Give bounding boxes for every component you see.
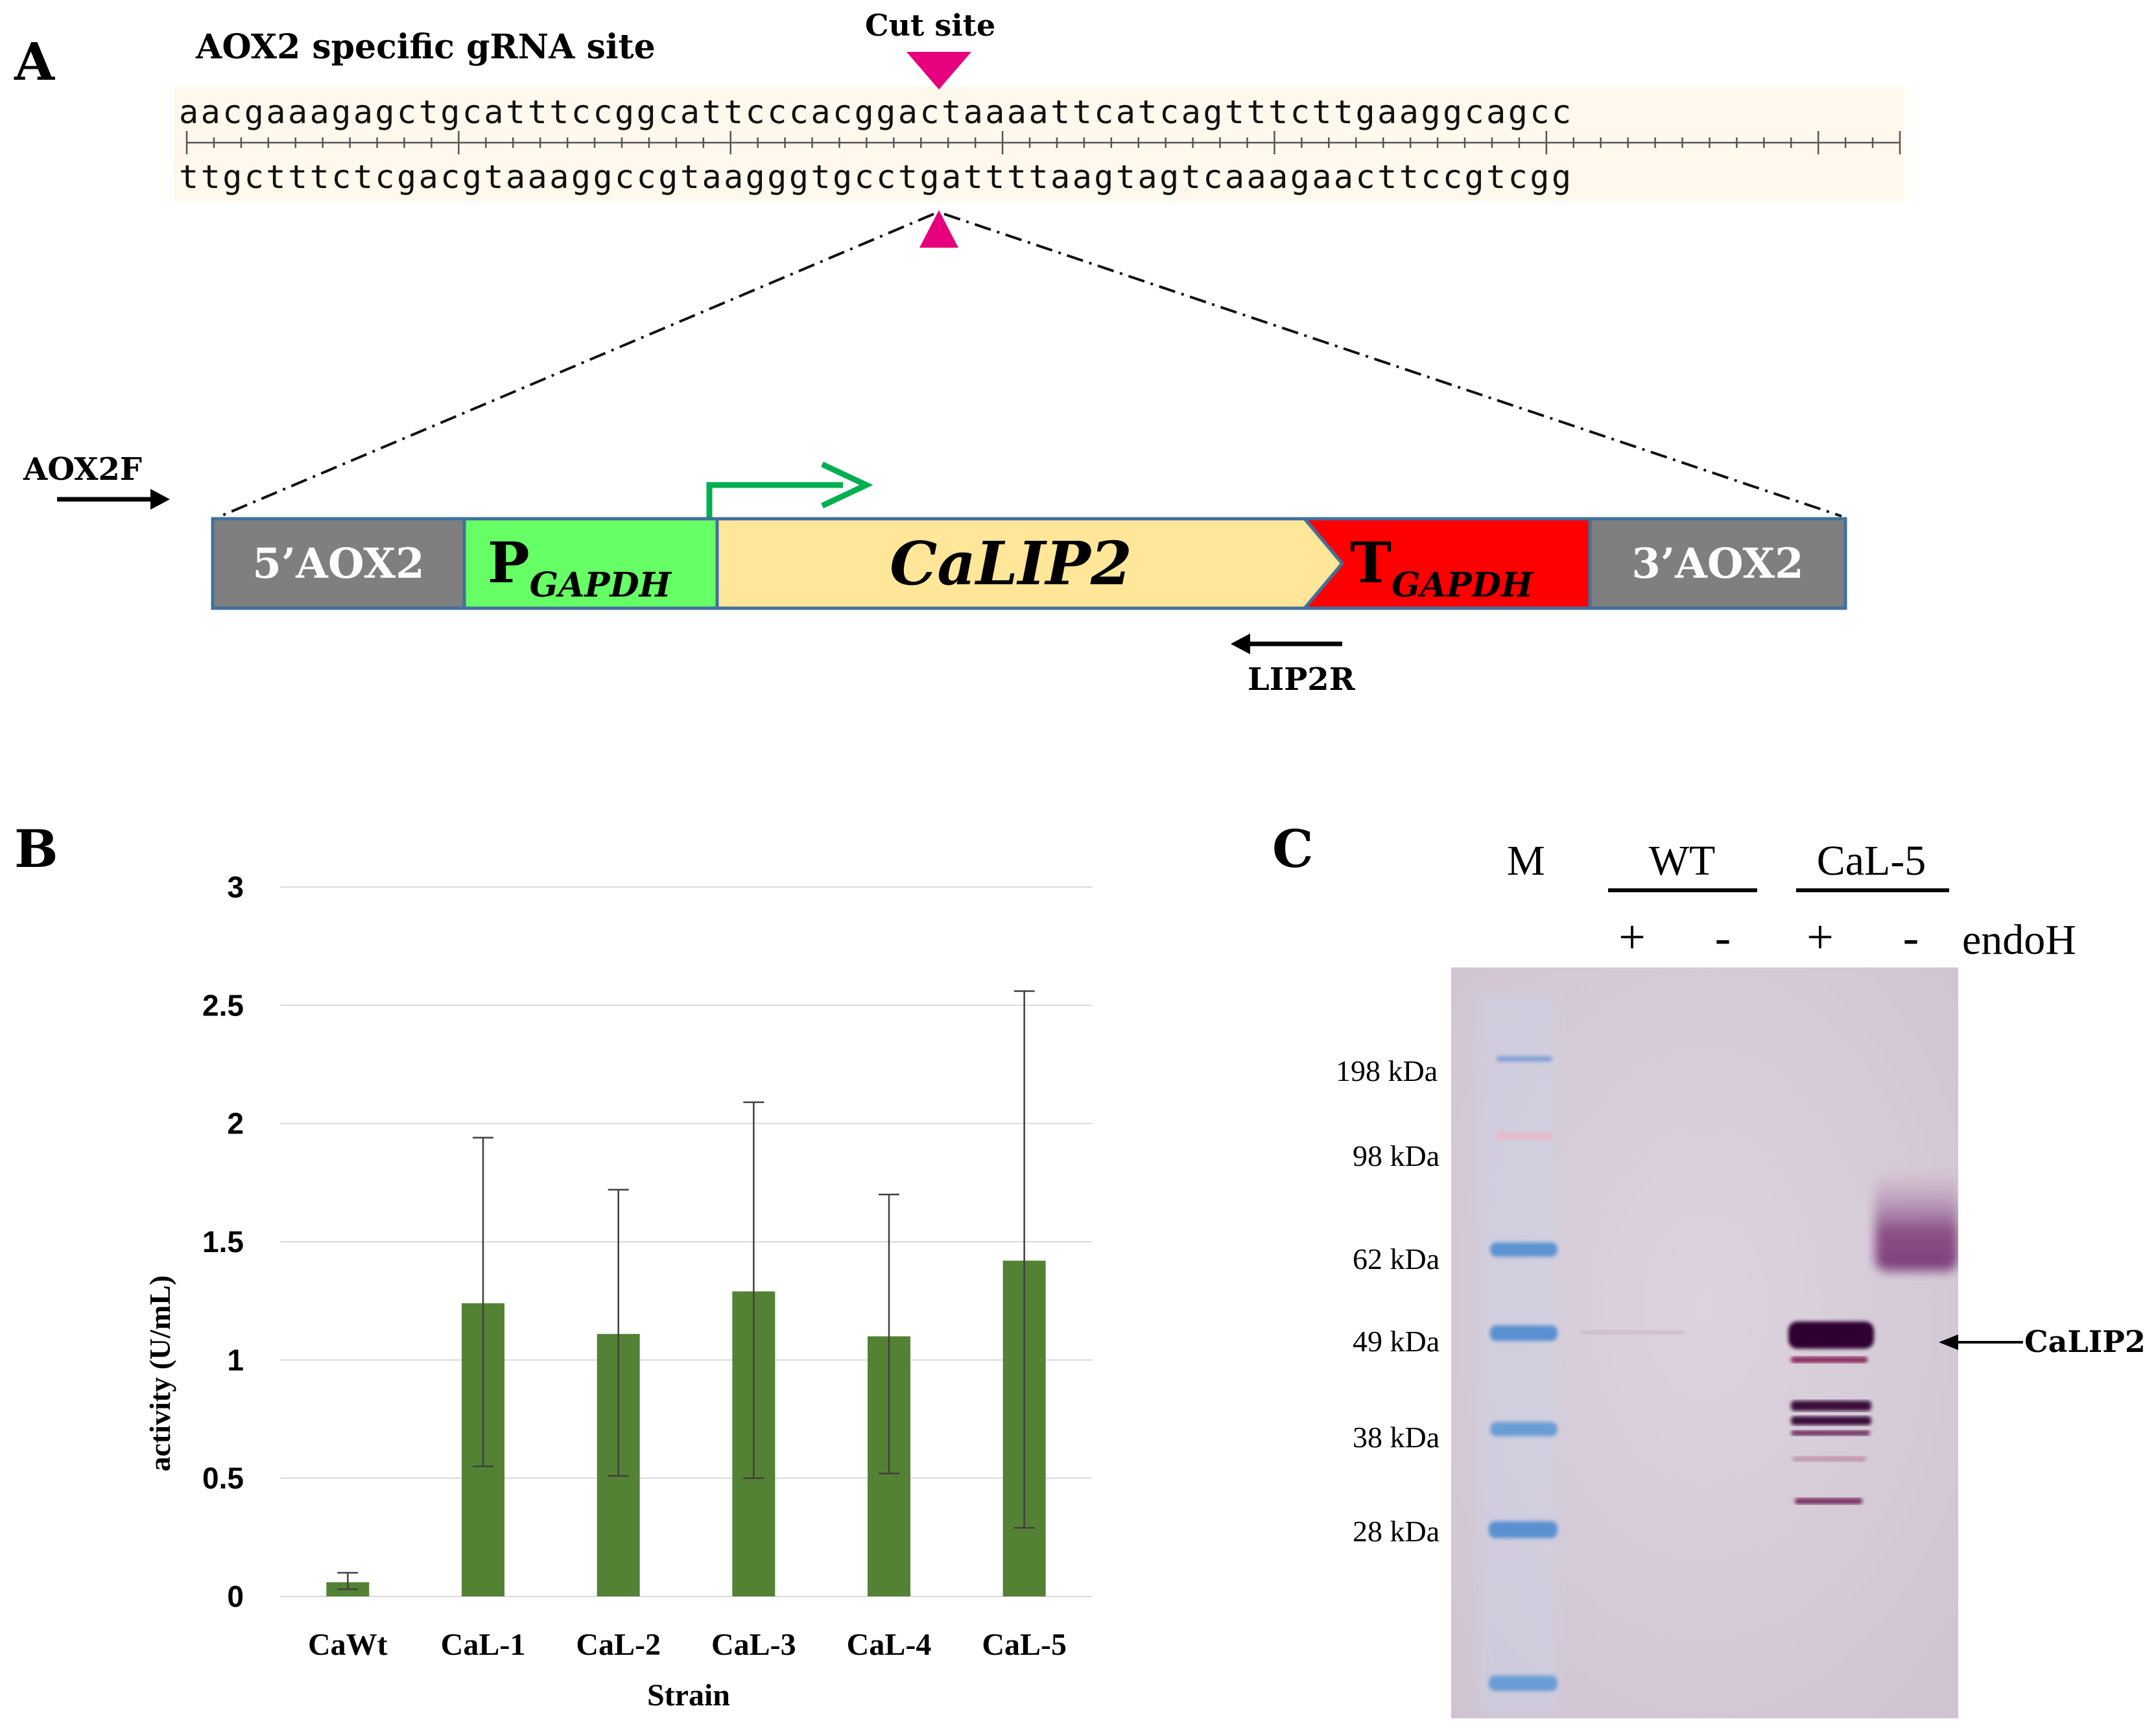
transcription-start-arrow (706, 461, 873, 519)
y-tick-label: 0.5 (202, 1462, 244, 1495)
calip2-deglycosylated-band (1788, 1321, 1874, 1349)
activity-bar-chart: 00.511.522.53 CaWt CaL-1 CaL-2 CaL-3 CaL-4 Ca… (143, 870, 1092, 1712)
promoter-label-sub: GAPDH (529, 565, 671, 605)
endoh-sign-cal5-plus: + (1807, 911, 1834, 964)
error-bar-cal-1 (473, 1137, 493, 1467)
promoter-label-main: P (488, 530, 530, 596)
band-39 (1791, 1430, 1870, 1436)
insertion-guide-right (943, 213, 1842, 517)
marker-lane-tint (1480, 993, 1558, 1713)
y-axis-label: activity (U/mL) (143, 1275, 176, 1472)
aox2f-primer-arrow (57, 489, 170, 510)
lip2r-primer-label: LIP2R (1248, 661, 1355, 698)
error-bar-cal-4 (879, 1193, 899, 1475)
endoh-sign-wt-minus: - (1714, 911, 1731, 964)
marker-label-98: 98 kDa (1353, 1139, 1440, 1172)
endoh-sign-wt-plus: + (1618, 911, 1646, 964)
error-bar-cawt (337, 1572, 359, 1591)
marker-label-28: 28 kDa (1353, 1515, 1440, 1548)
cut-site-marker-top (906, 52, 971, 89)
terminator-label: TGAPDH (1350, 530, 1533, 605)
grna-site-title: AOX2 specific gRNA site (196, 27, 656, 67)
marker-label-62: 62 kDa (1353, 1242, 1440, 1275)
ladder-band-98 (1494, 1133, 1554, 1139)
marker-ladder-bands (1489, 1056, 1558, 1691)
chart-error-bars (337, 990, 1035, 1591)
chart-gridlines (280, 886, 1092, 1597)
x-tick-label: CaL-3 (711, 1628, 796, 1662)
y-tick-label: 0 (227, 1580, 244, 1613)
endoh-sign-cal5-minus: - (1902, 911, 1919, 964)
x-axis-label: Strain (647, 1678, 730, 1712)
ladder-band-198 (1497, 1056, 1552, 1061)
calip2-band-label: CaLIP2 (2024, 1324, 2146, 1359)
y-tick-label: 3 (227, 870, 244, 904)
band-45 (1791, 1357, 1867, 1363)
sequence-box (174, 87, 1905, 201)
endoh-label: endoH (1962, 916, 2076, 964)
promoter-block (462, 517, 719, 610)
y-tick-label: 1 (227, 1343, 244, 1377)
panel-a-graphics (57, 52, 1901, 654)
group-line-wt (1608, 888, 1757, 892)
y-tick-label: 1.5 (202, 1225, 244, 1259)
group-label-wt: WT (1648, 837, 1716, 884)
error-bar-cal-3 (743, 1101, 764, 1479)
ladder-band-28 (1489, 1521, 1558, 1538)
ladder-band-bottom (1489, 1676, 1558, 1691)
marker-label-198: 198 kDa (1336, 1054, 1438, 1087)
x-tick-label: CaL-4 (847, 1628, 932, 1662)
promoter-label: PGAPDH (488, 530, 671, 605)
lip2r-primer-arrow (1231, 634, 1342, 654)
ladder-band-49 (1490, 1325, 1558, 1341)
wt-lane-trace (1581, 1331, 1685, 1334)
y-tick-label: 2 (227, 1107, 244, 1141)
error-bar-cal-2 (608, 1189, 629, 1477)
chart-y-ticks: 0 0.5 1 1.5 2 2.5 3 (202, 870, 244, 1613)
error-bar-cal-5 (1013, 990, 1035, 1529)
x-tick-label: CaWt (308, 1628, 388, 1662)
aox5-block (211, 517, 466, 610)
ladder-band-38 (1490, 1422, 1558, 1436)
cal5-plus-bands (1788, 1321, 1874, 1504)
marker-label-49: 49 kDa (1353, 1325, 1440, 1358)
chart-x-ticks: CaWt CaL-1 CaL-2 CaL-3 CaL-4 CaL-5 (308, 1628, 1067, 1662)
x-tick-label: CaL-1 (441, 1628, 526, 1662)
group-label-cal5: CaL-5 (1816, 837, 1926, 884)
cut-site-label: Cut site (865, 8, 996, 43)
sequence-ruler (185, 131, 1901, 154)
x-tick-label: CaL-5 (982, 1628, 1067, 1662)
sequence-bottom-strand: ttgctttctcgacgtaaaggccgtaagggtgcctgatttt… (179, 158, 1574, 196)
terminator-block (1301, 517, 1592, 610)
lane-label-marker: M (1507, 837, 1545, 884)
cut-site-marker-bottom (919, 210, 958, 248)
sequence-top-strand: aacgaaagagctgcatttccggcattcccacggactaaaa… (179, 93, 1574, 131)
band-41 (1791, 1416, 1871, 1425)
group-line-cal5 (1796, 888, 1949, 892)
aox2f-primer-label: AOX2F (23, 451, 142, 488)
x-tick-label: CaL-2 (576, 1628, 661, 1662)
aox3-label: 3’AOX2 (1631, 539, 1804, 588)
sds-page-gel (1451, 967, 1958, 1718)
aox3-block (1588, 517, 1847, 610)
calip2-band-arrow (1939, 1334, 2023, 1350)
band-42 (1791, 1401, 1871, 1411)
panel-a-letter: A (14, 31, 55, 92)
panel-b-letter: B (14, 818, 58, 879)
ladder-band-62 (1490, 1242, 1558, 1257)
calip2-gene-label: CaLIP2 (890, 528, 1132, 598)
calip2-glycosylated-smear (1875, 1174, 1958, 1271)
panel-c-letter: C (1272, 818, 1314, 879)
terminator-label-main: T (1350, 530, 1392, 596)
band-31 (1795, 1498, 1862, 1504)
marker-label-38: 38 kDa (1353, 1421, 1440, 1454)
terminator-label-sub: GAPDH (1392, 565, 1534, 605)
band-36 (1792, 1456, 1866, 1462)
insertion-guide-left (220, 213, 934, 517)
y-tick-label: 2.5 (202, 988, 244, 1022)
chart-bars (326, 1261, 1046, 1596)
aox5-label: 5’AOX2 (252, 539, 425, 588)
